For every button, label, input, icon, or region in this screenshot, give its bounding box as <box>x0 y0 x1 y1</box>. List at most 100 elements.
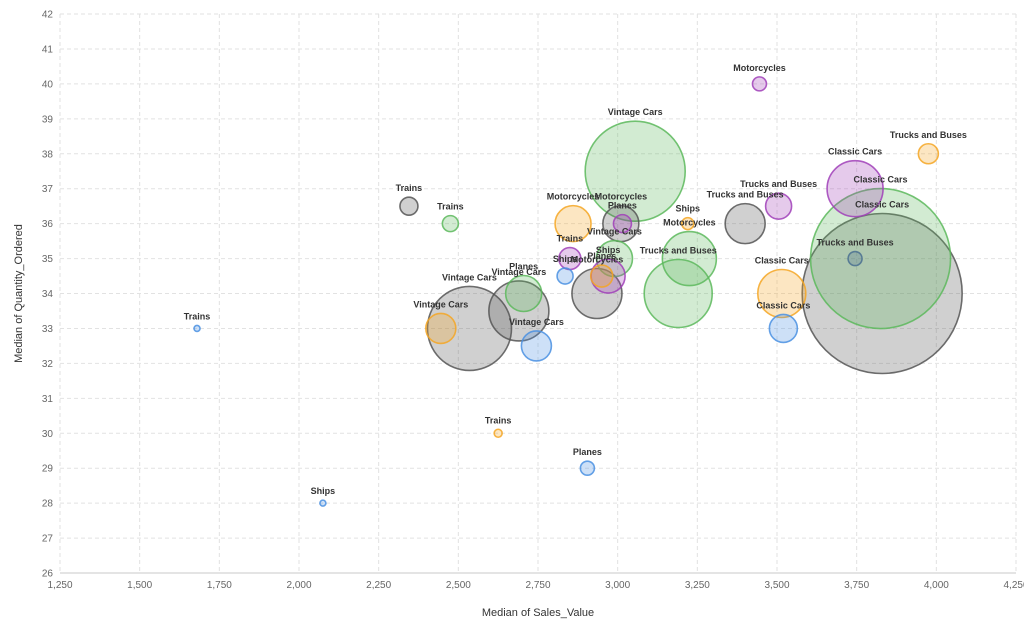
y-tick-label: 31 <box>42 394 54 405</box>
bubble-label: Motorcycles <box>663 218 716 228</box>
bubble-ships[interactable] <box>680 216 695 231</box>
y-tick-label: 38 <box>42 149 54 160</box>
bubble-label: Planes <box>587 251 616 261</box>
bubble-label: Vintage Cars <box>587 227 642 237</box>
y-tick-label: 34 <box>42 289 54 300</box>
bubble-label: Vintage Cars <box>413 299 468 309</box>
label-layer: Motorcycles Vintage Cars Trucks and Buses C… <box>184 63 967 496</box>
bubble-vintage-cars[interactable] <box>426 285 513 372</box>
bubble-trains[interactable] <box>399 196 419 216</box>
grid <box>59 13 1017 574</box>
x-tick-label: 2,500 <box>446 580 471 591</box>
bubble-label: Vintage Cars <box>491 267 546 277</box>
x-tick-label: 3,000 <box>605 580 630 591</box>
y-tick-label: 40 <box>42 79 54 90</box>
bubble-label: Trucks and Buses <box>707 190 784 200</box>
x-axis-title: Median of Sales_Value <box>482 607 594 619</box>
x-tick-label: 3,250 <box>685 580 710 591</box>
y-tick-label: 39 <box>42 114 54 125</box>
bubble-motorcycles[interactable] <box>751 76 768 92</box>
bubble-classic-cars[interactable] <box>768 313 799 344</box>
bubble-ships[interactable] <box>319 499 327 507</box>
bubble-motorcycles[interactable] <box>571 267 623 320</box>
x-tick-label: 2,250 <box>366 580 391 591</box>
bubble-layer <box>193 76 963 507</box>
x-tick-label: 2,000 <box>286 580 311 591</box>
bubble-label: Classic Cars <box>828 147 882 157</box>
x-tick-label: 1,500 <box>127 580 152 591</box>
bubble-label: Trucks and Buses <box>817 238 894 248</box>
bubble-planes[interactable] <box>612 213 633 234</box>
bubble-label: Motorcycles <box>571 255 624 265</box>
bubble-label: Classic Cars <box>854 175 908 185</box>
bubble-planes[interactable] <box>589 264 614 288</box>
bubble-planes[interactable] <box>579 460 596 476</box>
bubble-trains[interactable] <box>441 214 460 233</box>
bubble-label: Trains <box>557 234 584 244</box>
y-tick-label: 27 <box>42 534 54 545</box>
bubble-classic-cars[interactable] <box>809 187 952 330</box>
bubble-label: Motorcycles <box>547 192 600 202</box>
bubble-vintage-cars[interactable] <box>425 312 457 345</box>
bubble-label: Planes <box>608 201 637 211</box>
bubble-trucks-and-buses[interactable] <box>847 250 863 267</box>
bubble-trucks-and-buses[interactable] <box>917 142 940 165</box>
bubble-label: Trains <box>437 202 464 212</box>
x-tick-label: 3,500 <box>764 580 789 591</box>
bubble-vintage-cars[interactable] <box>520 330 553 362</box>
bubble-classic-cars[interactable] <box>756 268 807 319</box>
x-tick-label: 2,750 <box>525 580 550 591</box>
bubble-label: Trucks and Buses <box>890 130 967 140</box>
bubble-label: Classic Cars <box>755 256 809 266</box>
bubble-label: Trucks and Buses <box>640 246 717 256</box>
bubble-label: Classic Cars <box>855 200 909 210</box>
bubble-label: Ships <box>676 204 701 214</box>
bubble-label: Ships <box>311 486 336 496</box>
bubble-label: Vintage Cars <box>442 272 497 282</box>
y-tick-label: 37 <box>42 184 54 195</box>
y-tick-label: 28 <box>42 499 54 510</box>
x-tick-label: 1,250 <box>47 580 72 591</box>
bubble-trains[interactable] <box>493 428 503 439</box>
bubble-classic-cars[interactable] <box>801 212 963 375</box>
y-tick-label: 30 <box>42 429 54 440</box>
y-axis-title: Median of Quantity_Ordered <box>13 224 25 363</box>
bubble-label: Trucks and Buses <box>740 179 817 189</box>
bubble-label: Motorcycles <box>595 192 648 202</box>
y-tick-label: 42 <box>42 10 54 21</box>
y-tick-label: 32 <box>42 359 54 370</box>
bubble-label: Trains <box>485 415 512 425</box>
x-tick-label: 4,000 <box>924 580 949 591</box>
bubble-label: Ships <box>553 254 578 264</box>
y-tick-label: 35 <box>42 254 54 265</box>
bubble-motorcycles[interactable] <box>554 204 592 243</box>
bubble-label: Vintage Cars <box>608 107 663 117</box>
bubble-trucks-and-buses[interactable] <box>643 258 714 329</box>
bubble-planes[interactable] <box>504 274 543 313</box>
bubble-trains[interactable] <box>193 324 201 333</box>
bubble-label: Trains <box>396 183 423 193</box>
x-tick-label: 4,250 <box>1003 580 1024 591</box>
x-tick-label: 1,750 <box>207 580 232 591</box>
y-tick-label: 29 <box>42 464 54 475</box>
y-tick-label: 41 <box>42 44 54 55</box>
bubble-motorcycles[interactable] <box>661 230 718 287</box>
bubble-trucks-and-buses[interactable] <box>724 202 766 245</box>
bubble-label: Classic Cars <box>756 300 810 310</box>
bubble-label: Planes <box>573 447 602 457</box>
bubble-label: Planes <box>509 262 538 272</box>
bubble-label: Motorcycles <box>733 63 786 73</box>
y-tick-label: 36 <box>42 219 54 230</box>
bubble-label: Ships <box>596 245 621 255</box>
bubble-ships[interactable] <box>556 267 574 285</box>
bubble-vintage-cars[interactable] <box>584 120 686 223</box>
bubble-label: Vintage Cars <box>509 317 564 327</box>
axes: 1,250 1,500 1,750 2,000 2,250 2,500 2,750 3,000… <box>42 10 1024 592</box>
bubble-label: Trains <box>184 311 211 321</box>
x-tick-label: 3,750 <box>844 580 869 591</box>
bubble-classic-cars[interactable] <box>826 159 884 218</box>
bubble-trucks-and-buses[interactable] <box>764 192 793 220</box>
y-tick-label: 33 <box>42 324 54 335</box>
y-tick-label: 26 <box>42 569 54 580</box>
